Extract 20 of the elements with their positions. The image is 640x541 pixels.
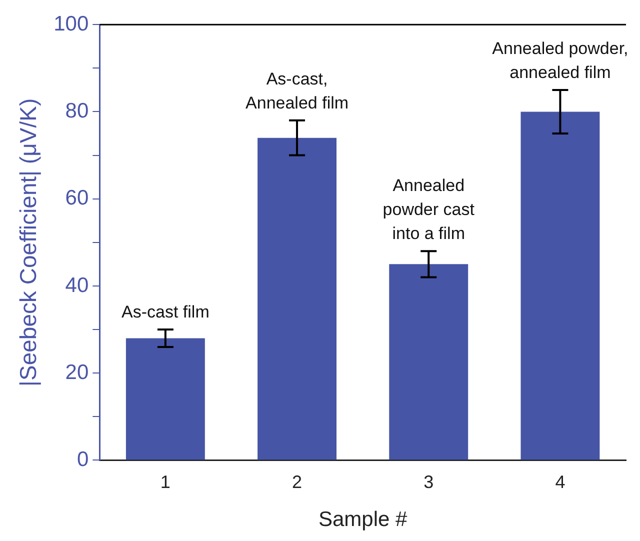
bar <box>126 338 205 460</box>
y-axis-title: |Seebeck Coefficient| (μV/K) <box>15 98 42 386</box>
annotation: As-cast, Annealed film <box>246 69 349 112</box>
annotation: As-cast film <box>122 302 210 322</box>
x-tick-label: 1 <box>160 472 170 492</box>
y-tick-label: 20 <box>65 360 89 384</box>
y-tick-label: 40 <box>65 274 89 297</box>
bar <box>520 112 600 460</box>
x-tick-label: 3 <box>424 472 434 492</box>
bar <box>258 138 336 460</box>
y-tick-label: 0 <box>76 448 89 471</box>
x-tick-label: 4 <box>555 472 566 492</box>
x-tick-label: 2 <box>292 472 302 492</box>
bar <box>389 264 468 460</box>
y-tick-label: 60 <box>65 186 89 210</box>
y-tick-label: 100 <box>54 12 89 36</box>
y-tick-label: 80 <box>65 100 89 123</box>
annotation: Annealed powder cast into a film <box>382 176 475 244</box>
x-axis-title: Sample # <box>318 508 408 532</box>
annotation: Annealed powder, annealed film <box>492 38 628 82</box>
